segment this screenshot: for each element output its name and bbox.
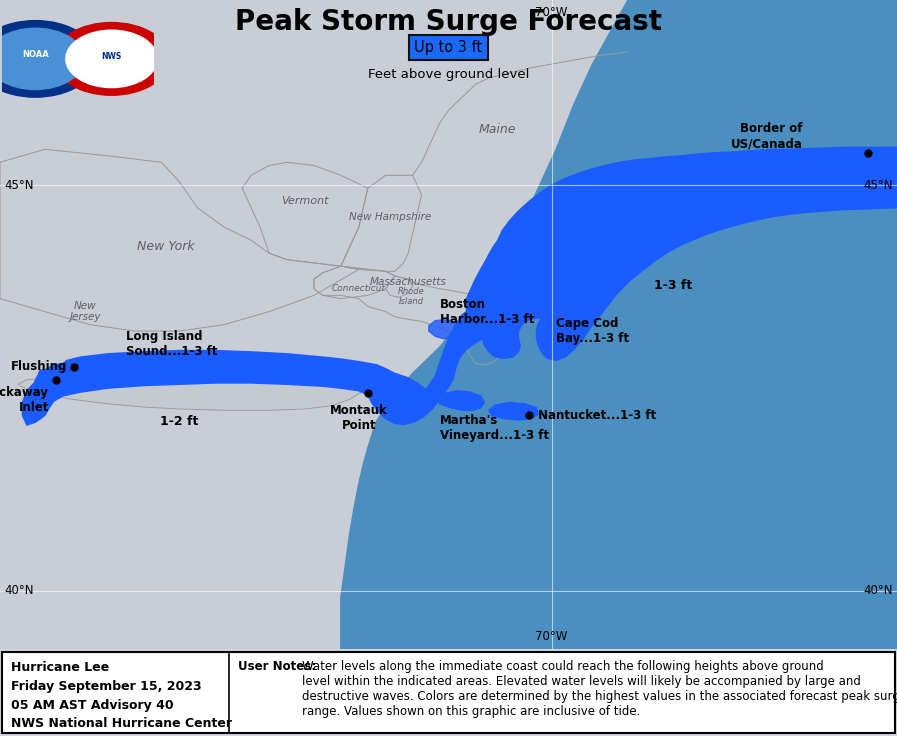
Text: Rhode
Island: Rhode Island: [397, 287, 424, 306]
Polygon shape: [18, 373, 363, 410]
Text: 40°N: 40°N: [863, 584, 893, 597]
Polygon shape: [341, 0, 897, 649]
Text: NOAA: NOAA: [22, 49, 48, 59]
Text: Long Island
Sound...1-3 ft: Long Island Sound...1-3 ft: [126, 330, 217, 358]
Text: 70°W: 70°W: [536, 630, 568, 643]
Polygon shape: [489, 403, 538, 420]
Text: 1-2 ft: 1-2 ft: [161, 415, 198, 428]
Text: 45°N: 45°N: [4, 179, 34, 191]
Circle shape: [65, 30, 157, 88]
Circle shape: [54, 23, 170, 95]
Text: Up to 3 ft: Up to 3 ft: [414, 40, 483, 55]
Text: Border of
US/Canada: Border of US/Canada: [731, 122, 803, 150]
Text: Friday September 15, 2023: Friday September 15, 2023: [11, 680, 202, 693]
Text: User Notes:: User Notes:: [238, 659, 316, 673]
Polygon shape: [22, 147, 897, 425]
Text: 70°W: 70°W: [536, 7, 568, 19]
Text: NWS: NWS: [101, 52, 122, 62]
Text: 45°N: 45°N: [863, 179, 893, 191]
Text: 05 AM AST Advisory 40: 05 AM AST Advisory 40: [11, 698, 173, 712]
Text: Boston
Harbor...1-3 ft: Boston Harbor...1-3 ft: [440, 297, 534, 325]
Text: Peak Storm Surge Forecast: Peak Storm Surge Forecast: [235, 8, 662, 36]
Polygon shape: [438, 391, 484, 410]
Text: New
Jersey: New Jersey: [69, 301, 101, 322]
Text: Feet above ground level: Feet above ground level: [368, 68, 529, 81]
Text: New York: New York: [137, 240, 195, 253]
Text: Maine: Maine: [479, 124, 517, 136]
Text: Water levels along the immediate coast could reach the following heights above g: Water levels along the immediate coast c…: [302, 659, 897, 718]
Text: Vermont: Vermont: [282, 197, 328, 206]
Text: Flushing: Flushing: [11, 360, 67, 373]
Text: Rockaway
Inlet: Rockaway Inlet: [0, 386, 49, 414]
Text: 1-3 ft: 1-3 ft: [654, 279, 692, 292]
Circle shape: [0, 28, 84, 90]
Text: 40°N: 40°N: [4, 584, 34, 597]
Text: Cape Cod
Bay...1-3 ft: Cape Cod Bay...1-3 ft: [556, 317, 630, 345]
Text: Nantucket...1-3 ft: Nantucket...1-3 ft: [538, 409, 657, 422]
Polygon shape: [429, 319, 457, 339]
Text: Massachusetts: Massachusetts: [370, 277, 447, 287]
Text: NWS National Hurricane Center: NWS National Hurricane Center: [11, 718, 231, 730]
Text: Martha's
Vineyard...1-3 ft: Martha's Vineyard...1-3 ft: [440, 414, 549, 442]
Text: New Hampshire: New Hampshire: [349, 213, 431, 222]
Circle shape: [0, 21, 96, 97]
Text: Connecticut: Connecticut: [332, 284, 386, 294]
Text: Hurricane Lee: Hurricane Lee: [11, 662, 109, 674]
Text: Montauk
Point: Montauk Point: [330, 404, 388, 432]
